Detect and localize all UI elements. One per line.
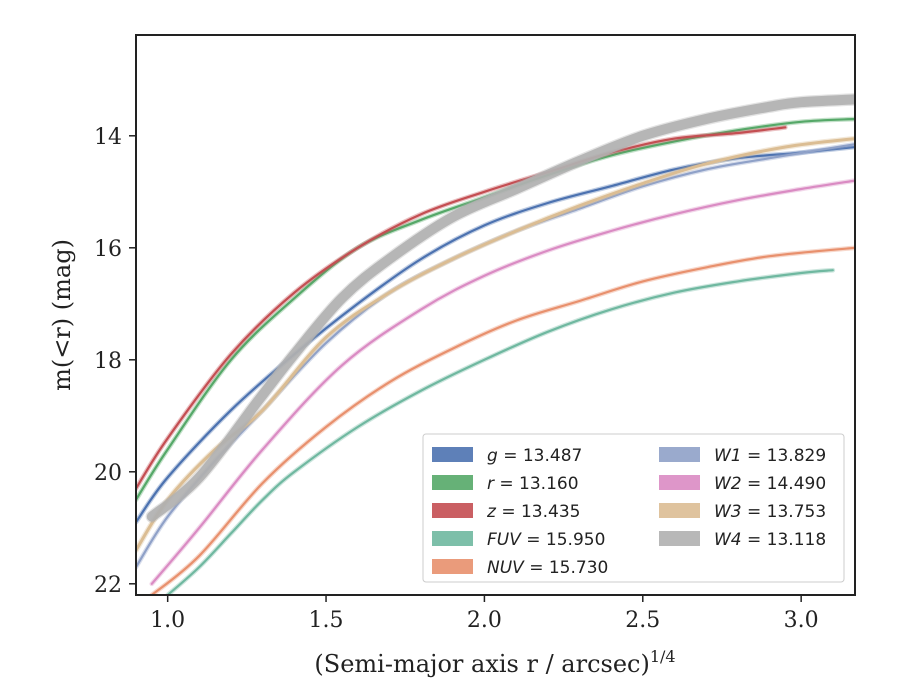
- y-tick-label: 20: [94, 461, 122, 486]
- legend-swatch-w2: [659, 475, 700, 490]
- legend-swatch-g: [432, 447, 473, 462]
- series-line-r: [136, 117, 855, 501]
- series-line-w2: [150, 179, 855, 585]
- y-axis: 14 16 18 20 22: [94, 125, 136, 598]
- series-layer: [136, 93, 855, 595]
- legend-label-w2: W2 = 14.490: [714, 474, 826, 494]
- legend-swatch-fuv: [432, 531, 473, 546]
- legend-label-nuv: NUV = 15.730: [487, 558, 608, 578]
- series-line-w4: [146, 94, 855, 522]
- legend-label-r: r = 13.160: [487, 474, 579, 494]
- y-tick-label: 18: [94, 349, 122, 374]
- legend-label-w4: W4 = 13.118: [714, 530, 826, 550]
- series-line-nuv: [150, 246, 855, 595]
- legend-label-z: z = 13.435: [486, 502, 580, 522]
- y-tick-label: 22: [94, 573, 122, 598]
- plot-frame: [135, 34, 856, 596]
- series-line-fuv: [166, 269, 834, 595]
- x-axis: 1.0 1.5 2.0 2.5 3.0: [150, 595, 819, 633]
- x-tick-label: 3.0: [784, 608, 819, 633]
- legend-label-g: g = 13.487: [487, 446, 582, 466]
- series-line-z: [136, 126, 787, 490]
- legend-label-fuv: FUV = 15.950: [487, 530, 605, 550]
- series-line-w3: [136, 137, 855, 552]
- legend-label-w1: W1 = 13.829: [714, 446, 826, 466]
- y-tick-label: 14: [94, 125, 122, 150]
- legend: g = 13.487 r = 13.160 z = 13.435 FUV = 15.9…: [422, 433, 845, 583]
- legend-swatch-nuv: [432, 559, 473, 574]
- legend-swatch-r: [432, 475, 473, 490]
- y-tick-label: 16: [94, 237, 122, 262]
- x-tick-label: 1.5: [309, 608, 344, 633]
- legend-swatch-w3: [659, 503, 700, 518]
- x-tick-label: 1.0: [150, 608, 185, 633]
- x-tick-label: 2.5: [625, 608, 660, 633]
- x-axis-label: (Semi-major axis r / arcsec)1/4: [314, 647, 675, 678]
- y-axis-label: m(<r) (mag): [48, 239, 76, 391]
- x-tick-label: 2.0: [467, 608, 502, 633]
- legend-swatch-w1: [659, 447, 700, 462]
- legend-label-w3: W3 = 13.753: [714, 502, 826, 522]
- legend-swatch-z: [432, 503, 473, 518]
- legend-swatch-w4: [659, 531, 700, 546]
